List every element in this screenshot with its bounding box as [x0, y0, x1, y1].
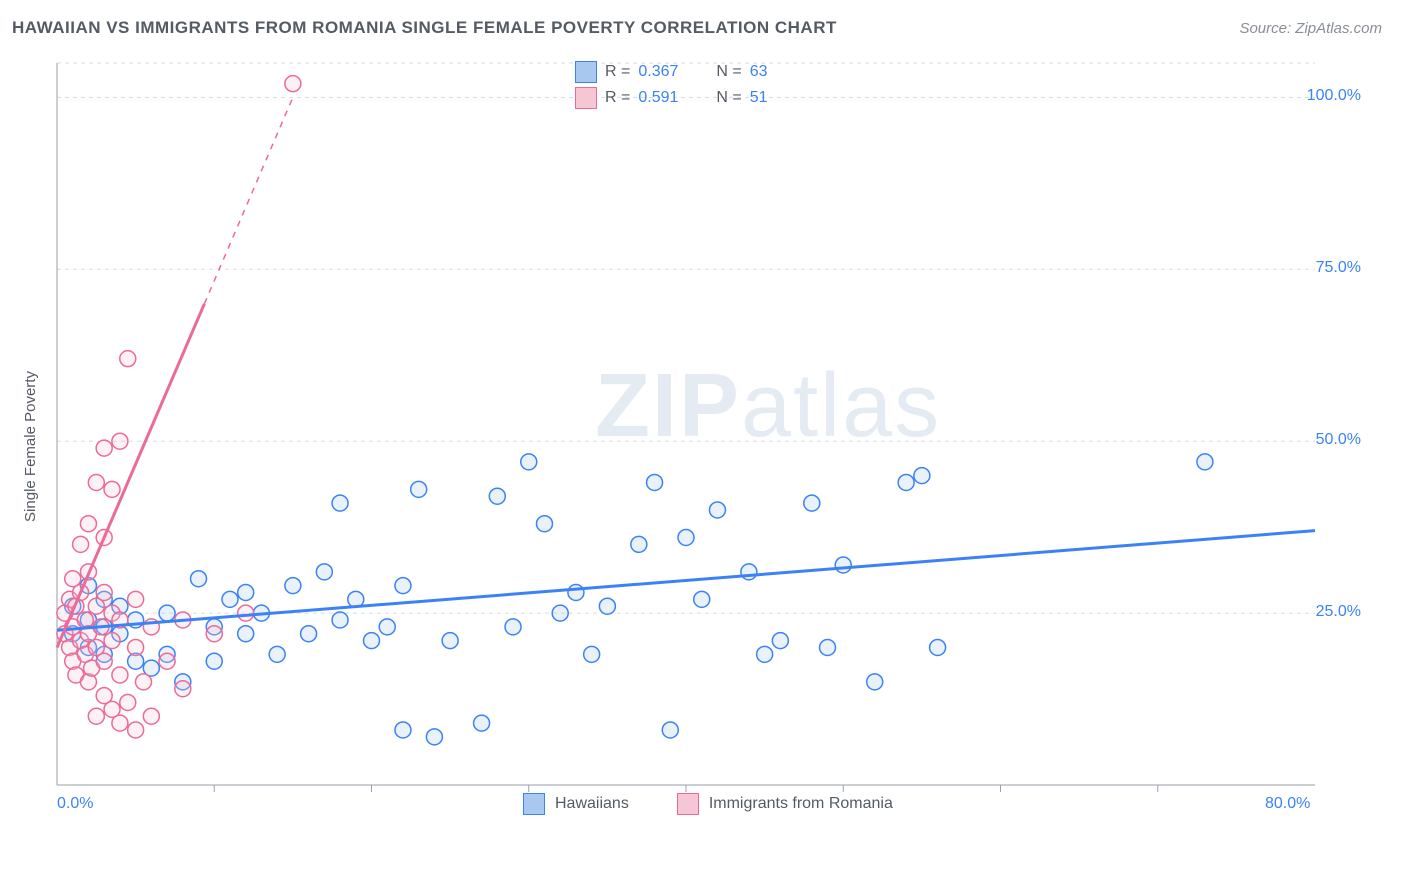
legend-series-label: Immigrants from Romania [709, 795, 893, 813]
plot-area: ZIPatlas R =0.367N =63R =0.591N =51 Hawa… [55, 55, 1355, 815]
source-label: Source: ZipAtlas.com [1239, 20, 1382, 37]
legend-r-value: 0.367 [638, 63, 678, 81]
y-tick-label: 50.0% [1316, 431, 1361, 449]
x-tick-label: 80.0% [1265, 795, 1310, 813]
legend-r-label: R = [605, 63, 630, 81]
y-axis-title-wrap: Single Female Poverty [20, 0, 40, 892]
y-tick-label: 25.0% [1316, 603, 1361, 621]
legend-n-value: 51 [750, 89, 768, 107]
chart-container: HAWAIIAN VS IMMIGRANTS FROM ROMANIA SING… [0, 0, 1406, 892]
y-tick-label: 100.0% [1307, 87, 1361, 105]
plot-svg [55, 55, 1355, 815]
legend-n-label: N = [716, 89, 741, 107]
legend-r-value: 0.591 [638, 89, 678, 107]
legend-swatch [523, 793, 545, 815]
legend-swatch [677, 793, 699, 815]
legend-swatch [575, 61, 597, 83]
legend-r-label: R = [605, 89, 630, 107]
legend-top: R = 0.367 N = 63 R = 0.591 N = 51 [575, 59, 768, 111]
legend-series-label: Hawaiians [555, 795, 629, 813]
legend-bottom: Hawaiians Immigrants from Romania [523, 793, 931, 815]
legend-top-row: R = 0.367 N = 63 [575, 59, 768, 85]
legend-swatch [575, 87, 597, 109]
chart-title: HAWAIIAN VS IMMIGRANTS FROM ROMANIA SING… [12, 18, 837, 38]
legend-top-row: R = 0.591 N = 51 [575, 85, 768, 111]
x-tick-label: 0.0% [57, 795, 93, 813]
legend-n-value: 63 [750, 63, 768, 81]
y-tick-label: 75.0% [1316, 259, 1361, 277]
legend-n-label: N = [716, 63, 741, 81]
y-axis-title: Single Female Poverty [22, 371, 39, 522]
